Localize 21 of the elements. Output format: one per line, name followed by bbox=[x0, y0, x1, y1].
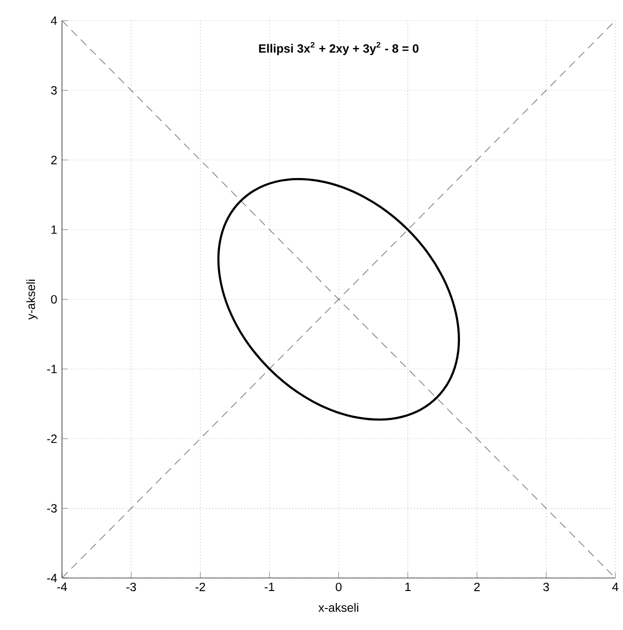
x-tick-label: -1 bbox=[264, 582, 274, 591]
y-tick-label: -1 bbox=[47, 364, 57, 374]
y-tick-label: -4 bbox=[47, 574, 57, 582]
y-axis-title: y-akseli bbox=[26, 280, 38, 320]
y-tick-label: 2 bbox=[51, 156, 57, 164]
y-tick-label: 3 bbox=[51, 86, 57, 95]
x-tick-label: -4 bbox=[57, 582, 67, 591]
x-tick-label: 0 bbox=[336, 582, 342, 592]
x-tick-label: 3 bbox=[543, 582, 549, 592]
y-tick-label: 0 bbox=[51, 295, 57, 304]
y-tick-label: 4 bbox=[50, 16, 57, 25]
y-tick-label: -2 bbox=[47, 434, 57, 443]
x-tick-label: -3 bbox=[126, 582, 136, 592]
x-tick-label: -2 bbox=[195, 582, 206, 592]
y-tick-label: -3 bbox=[47, 504, 57, 513]
x-axis-title: x-akseli bbox=[318, 603, 358, 612]
x-tick-label: 1 bbox=[405, 582, 411, 591]
text: Ellipsi 3x$^{2}$ + 2xy + 3y$^{2}$ - 8 = 0 bbox=[259, 42, 418, 56]
x-tick-label: 2 bbox=[474, 582, 480, 592]
x-tick-label: 4 bbox=[612, 582, 618, 591]
y-tick-label: 1 bbox=[51, 226, 57, 234]
